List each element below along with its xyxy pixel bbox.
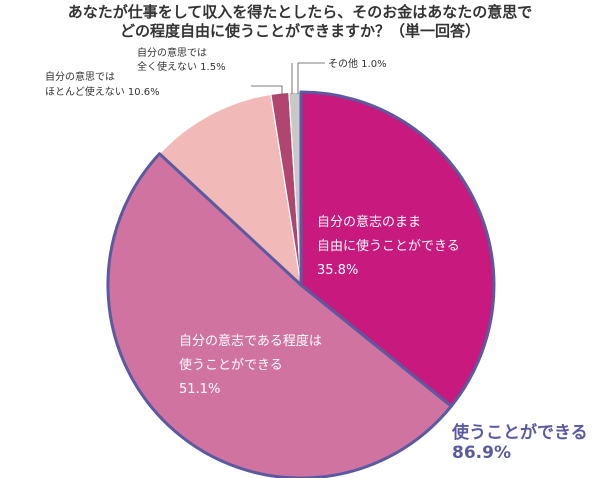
highlight-outline-1: [299, 90, 496, 408]
slice-label-5: その他 1.0%: [328, 57, 387, 70]
slice-label-3: 自分の意思ではほとんど使えない 10.6%: [45, 70, 160, 98]
slice-label-1: 自分の意志のまま自由に使うことができる 35.8%: [317, 214, 460, 278]
chart-title-line1: あなたが仕事をして収入を得たとしたら、そのお金はあなたの意思で: [67, 3, 533, 21]
annotation-can-use: 使うことができる 86.9%: [451, 422, 588, 463]
chart-title-line2: どの程度自由に使うことができますか？（単一回答）: [119, 22, 480, 40]
highlight-outlines: [106, 90, 496, 478]
leader-line-1: [251, 85, 283, 96]
leader-line-3: [297, 62, 325, 94]
slice-label-2: 自分の意志である程度は使うことができる 51.1%: [179, 333, 322, 397]
pie-slice-3: [158, 93, 302, 287]
slice-label-4: 自分の意思では全く使えない 1.5%: [137, 46, 226, 73]
chart-title: あなたが仕事をして収入を得たとしたら、そのお金はあなたの意思で どの程度自由に使…: [0, 3, 600, 41]
slice-labels: 自分の意志のまま自由に使うことができる 35.8% 自分の意志である程度は使うことが…: [45, 46, 588, 463]
leader-lines: [251, 62, 325, 96]
highlight-outline-2: [106, 152, 453, 478]
pie-slices: [107, 91, 495, 478]
